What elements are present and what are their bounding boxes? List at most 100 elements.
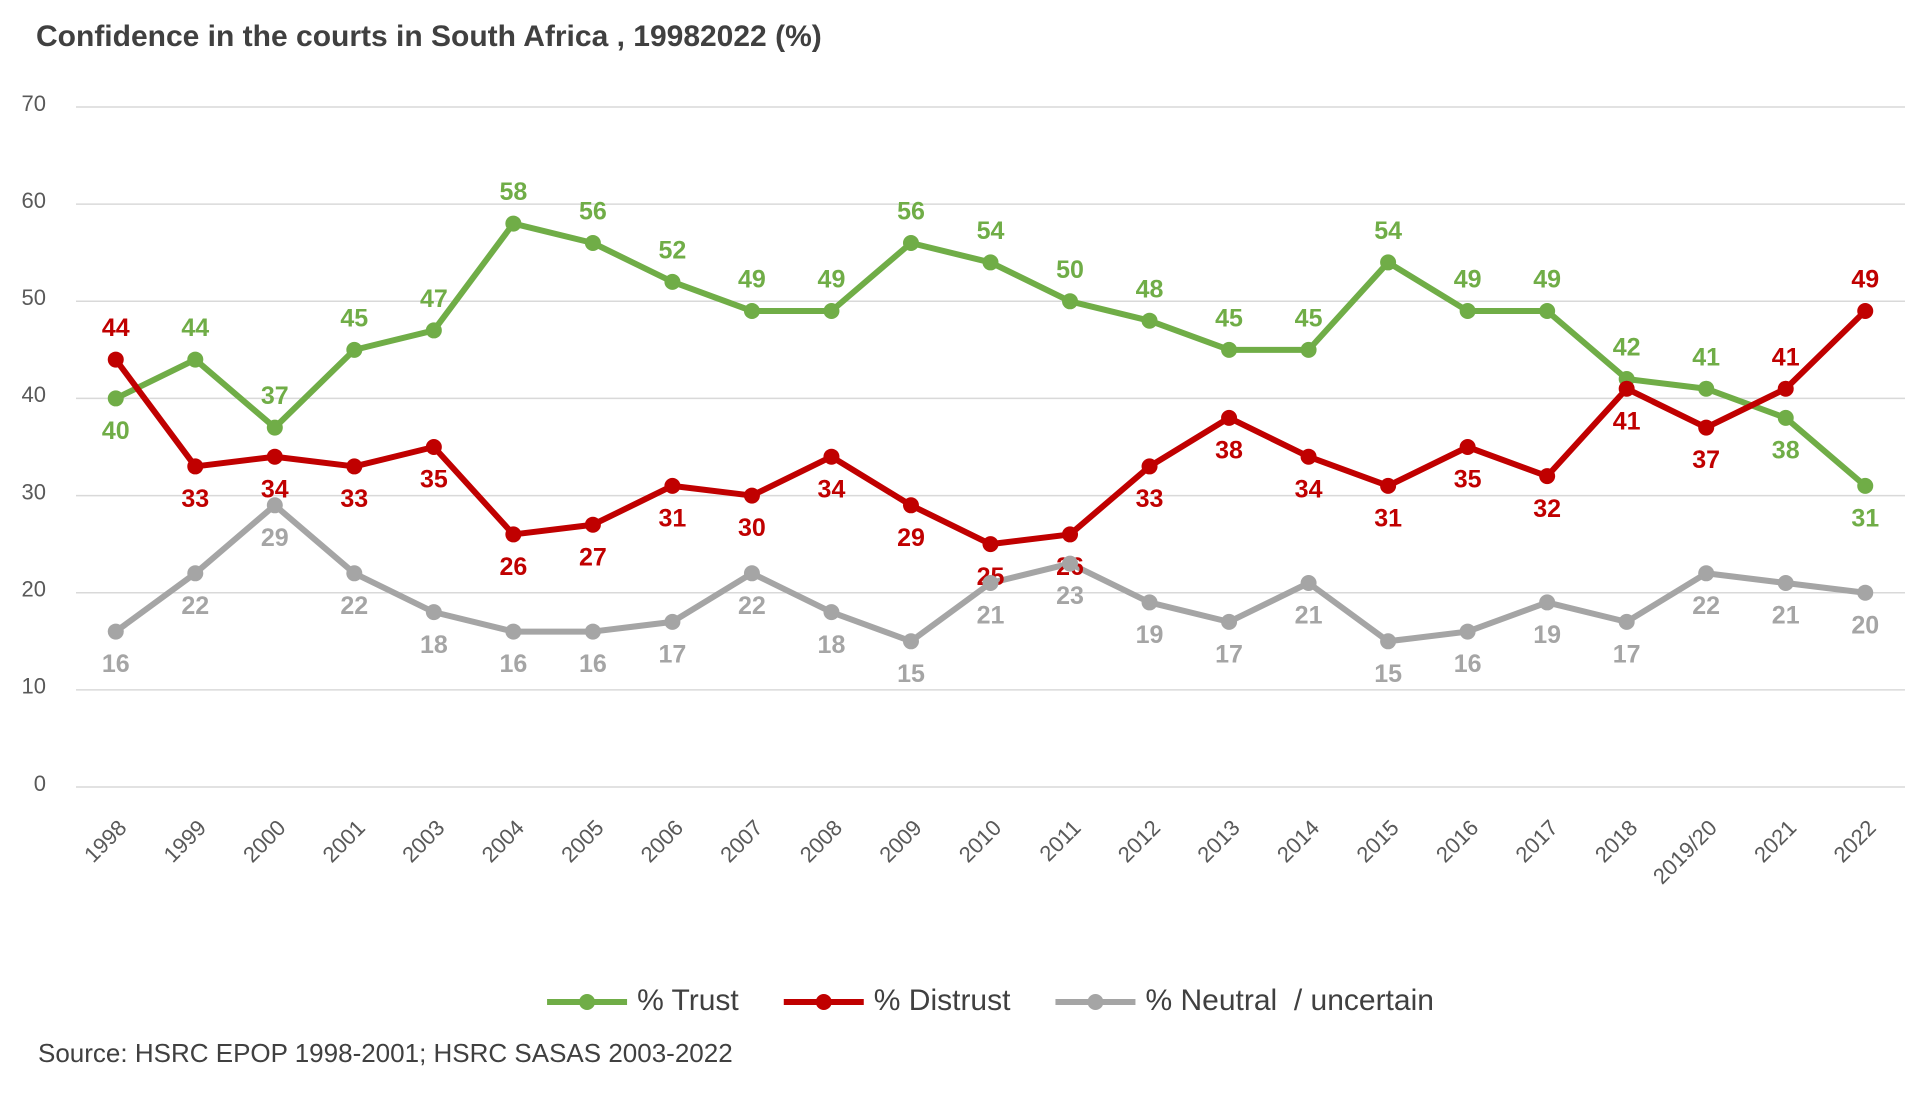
- legend-marker: [815, 994, 832, 1010]
- x-tick-label: 2010: [954, 815, 1006, 867]
- data-label: 16: [579, 650, 607, 678]
- point: [1539, 594, 1556, 611]
- point: [1698, 565, 1715, 582]
- point: [1062, 293, 1079, 310]
- x-tick-label: 2022: [1829, 815, 1881, 867]
- point: [107, 390, 124, 407]
- data-label: 54: [977, 217, 1005, 245]
- chart-title: Confidence in the courts in South Africa…: [36, 20, 822, 53]
- point: [1857, 584, 1874, 601]
- data-label: 35: [420, 466, 448, 494]
- data-label: 22: [1692, 592, 1720, 620]
- point: [1221, 341, 1238, 358]
- y-tick-label: 40: [22, 382, 46, 407]
- point: [425, 604, 442, 621]
- data-label: 21: [1295, 602, 1323, 630]
- point: [823, 303, 840, 319]
- data-label: 18: [818, 631, 846, 659]
- point: [187, 565, 204, 582]
- data-label: 42: [1613, 334, 1641, 362]
- x-tick-label: 2003: [397, 815, 449, 867]
- point: [1857, 303, 1874, 319]
- point: [1459, 623, 1476, 640]
- x-tick-label: 2016: [1431, 815, 1483, 867]
- point: [1221, 613, 1238, 630]
- y-tick-label: 60: [22, 188, 46, 213]
- data-label: 38: [1772, 436, 1800, 464]
- data-label: 40: [102, 417, 130, 445]
- data-label: 17: [659, 640, 687, 668]
- x-tick-label: 2013: [1192, 815, 1244, 867]
- data-label: 16: [499, 650, 527, 678]
- point: [1459, 439, 1476, 455]
- data-label: 29: [261, 524, 289, 552]
- data-label: 49: [1454, 266, 1482, 294]
- point: [1380, 477, 1397, 494]
- data-label: 22: [738, 592, 766, 620]
- point: [743, 303, 760, 319]
- data-label: 15: [1374, 660, 1402, 688]
- point: [664, 477, 681, 494]
- data-label: 26: [499, 553, 527, 581]
- point: [902, 633, 919, 650]
- point: [1618, 380, 1635, 397]
- y-tick-label: 10: [22, 674, 46, 699]
- point: [266, 419, 283, 436]
- point: [425, 322, 442, 339]
- point: [346, 458, 363, 475]
- point: [902, 235, 919, 251]
- data-label: 56: [897, 198, 925, 226]
- point: [982, 254, 999, 271]
- data-label: 30: [738, 514, 766, 542]
- data-label: 54: [1374, 217, 1402, 245]
- point: [107, 351, 124, 368]
- data-label: 45: [1215, 304, 1243, 332]
- point: [187, 458, 204, 475]
- point: [1777, 380, 1794, 397]
- point: [1141, 458, 1158, 475]
- x-tick-label: 1999: [159, 815, 211, 867]
- data-label: 22: [340, 592, 368, 620]
- x-tick-label: 2006: [636, 815, 688, 867]
- point: [1539, 468, 1556, 485]
- x-tick-label: 2008: [795, 815, 847, 867]
- x-tick-label: 2000: [238, 815, 290, 867]
- data-label: 34: [818, 475, 846, 503]
- data-label: 31: [1851, 504, 1879, 532]
- data-label: 33: [181, 485, 209, 513]
- point: [823, 604, 840, 621]
- data-label: 41: [1613, 407, 1641, 435]
- data-label: 17: [1215, 640, 1243, 668]
- data-label: 17: [1613, 640, 1641, 668]
- data-label: 16: [102, 650, 130, 678]
- point: [664, 273, 681, 290]
- data-label: 21: [1772, 602, 1800, 630]
- point: [107, 623, 124, 640]
- y-tick-label: 20: [22, 577, 46, 602]
- point: [425, 439, 442, 455]
- legend-label: % Trust: [637, 984, 739, 1017]
- point: [1777, 409, 1794, 426]
- point: [505, 623, 522, 640]
- data-label: 19: [1136, 621, 1164, 649]
- data-label: 23: [1056, 582, 1084, 610]
- point: [1777, 575, 1794, 591]
- point: [584, 516, 601, 533]
- point: [346, 565, 363, 582]
- data-label: 56: [579, 198, 607, 226]
- data-label: 52: [659, 236, 687, 264]
- data-label: 48: [1136, 275, 1164, 303]
- point: [1618, 613, 1635, 630]
- data-label: 45: [1295, 304, 1323, 332]
- x-tick-label: 2012: [1113, 815, 1165, 867]
- point: [346, 341, 363, 358]
- x-tick-label: 2001: [318, 815, 370, 867]
- y-tick-label: 70: [22, 91, 46, 116]
- data-label: 45: [340, 304, 368, 332]
- point: [902, 497, 919, 514]
- y-tick-label: 0: [34, 771, 46, 796]
- point: [1141, 594, 1158, 611]
- data-label: 44: [102, 314, 130, 342]
- point: [1380, 633, 1397, 650]
- data-label: 49: [738, 266, 766, 294]
